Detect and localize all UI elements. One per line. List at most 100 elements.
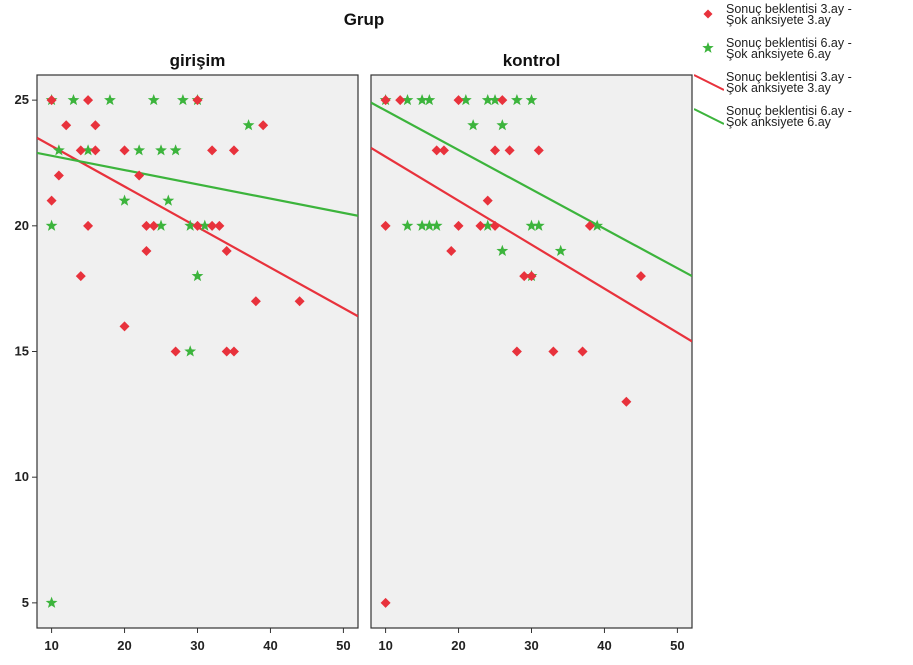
data-point-diamond	[170, 346, 181, 357]
legend-symbol-line	[694, 108, 724, 125]
data-point-star	[430, 219, 443, 231]
data-point-diamond	[431, 145, 442, 156]
data-point-star	[184, 219, 197, 231]
x-tick-label: 50	[336, 638, 350, 653]
data-point-diamond	[83, 95, 94, 106]
data-point-diamond	[207, 145, 218, 156]
x-tick-label: 20	[117, 638, 131, 653]
data-point-star	[467, 119, 480, 131]
data-point-diamond	[119, 321, 130, 332]
data-point-diamond	[497, 95, 508, 106]
x-tick-label: 30	[190, 638, 204, 653]
data-point-diamond	[46, 95, 57, 106]
data-point-diamond	[446, 245, 457, 256]
data-point-diamond	[134, 170, 145, 181]
data-point-diamond	[46, 195, 57, 206]
data-point-star	[554, 244, 567, 256]
data-point-diamond	[148, 220, 159, 231]
fit-line-6ay	[371, 101, 692, 278]
data-point-diamond	[207, 220, 218, 231]
data-point-diamond	[250, 296, 261, 307]
data-point-diamond	[490, 145, 501, 156]
x-tick-label: 40	[263, 638, 277, 653]
data-point-diamond	[490, 220, 501, 231]
data-point-diamond	[214, 220, 225, 231]
y-tick-label: 20	[15, 218, 29, 233]
data-point-diamond	[475, 220, 486, 231]
data-point-diamond	[519, 271, 530, 282]
data-point-star	[489, 93, 501, 106]
panel-title: kontrol	[503, 51, 561, 70]
data-point-diamond	[83, 220, 94, 231]
data-point-star	[82, 144, 94, 156]
y-tick-label: 15	[15, 344, 29, 359]
data-point-star	[52, 144, 65, 156]
data-point-diamond	[380, 597, 391, 608]
data-point-diamond	[395, 95, 406, 106]
y-tick-label: 10	[15, 469, 29, 484]
data-point-star	[525, 219, 538, 231]
data-point-star	[416, 219, 428, 231]
data-point-diamond	[635, 271, 646, 282]
data-point-diamond	[438, 145, 449, 156]
data-point-star	[198, 219, 211, 231]
data-point-diamond	[453, 220, 464, 231]
panel-background	[36, 74, 359, 629]
data-point-star	[162, 194, 175, 206]
data-point-diamond	[453, 95, 464, 106]
data-point-diamond	[61, 120, 72, 131]
data-point-diamond	[526, 271, 537, 282]
legend-symbol-line	[694, 74, 724, 91]
data-point-star	[67, 93, 80, 106]
data-point-diamond	[533, 145, 544, 156]
data-point-diamond	[75, 271, 86, 282]
data-point-diamond	[621, 396, 632, 407]
data-point-diamond	[504, 145, 515, 156]
data-point-star	[242, 119, 255, 131]
data-point-star	[481, 93, 494, 106]
data-point-star	[45, 219, 58, 231]
data-point-diamond	[192, 220, 203, 231]
panel-kontrol: kontrol 10 20 30 40 50	[370, 51, 693, 653]
legend-label: Sonuç beklentisi 3.ay - Şok anksiyete 3.…	[726, 2, 852, 27]
data-point-diamond	[577, 346, 588, 357]
panel-girisim: girişim 10 20 30 40 50 5 10 15 20 25	[15, 51, 359, 653]
chart-panels: girişim 10 20 30 40 50 5 10 15 20 25 kontrol 10 20 30 4…	[15, 51, 693, 653]
data-point-star	[401, 219, 414, 231]
data-point-star	[416, 93, 428, 106]
data-point-diamond	[258, 120, 269, 131]
data-point-star	[184, 345, 197, 357]
panel-title: girişim	[170, 51, 226, 70]
data-point-star	[147, 93, 160, 106]
data-point-diamond	[221, 245, 232, 256]
fit-line-6ay	[37, 151, 358, 217]
data-point-star	[496, 119, 509, 131]
data-point-diamond	[294, 296, 305, 307]
data-point-diamond	[482, 195, 493, 206]
data-point-diamond	[141, 220, 152, 231]
x-tick-label: 50	[670, 638, 684, 653]
legend-label: Sonuç beklentisi 3.ay - Şok anksiyete 3.…	[726, 70, 852, 95]
data-point-star	[169, 144, 182, 156]
panel-background	[370, 74, 693, 629]
legend-label: Sonuç beklentisi 6.ay - Şok anksiyete 6.…	[726, 104, 852, 129]
data-point-diamond	[119, 145, 130, 156]
data-point-star	[532, 219, 545, 231]
data-point-star	[525, 93, 538, 106]
x-tick-label: 40	[597, 638, 611, 653]
data-point-diamond	[228, 346, 239, 357]
data-point-star	[155, 144, 167, 156]
data-point-diamond	[548, 346, 559, 357]
data-point-star	[481, 219, 494, 231]
data-point-star	[423, 93, 436, 106]
data-point-star	[45, 596, 58, 608]
data-point-diamond	[75, 145, 86, 156]
data-point-star	[104, 93, 116, 106]
legend-symbol-star	[702, 42, 714, 53]
data-point-star	[177, 93, 189, 106]
data-point-star	[191, 269, 204, 282]
data-point-diamond	[53, 170, 64, 181]
data-point-star	[511, 93, 523, 106]
chart-legend: Sonuç beklentisi 3.ay - Şok anksiyete 3.…	[694, 2, 909, 140]
